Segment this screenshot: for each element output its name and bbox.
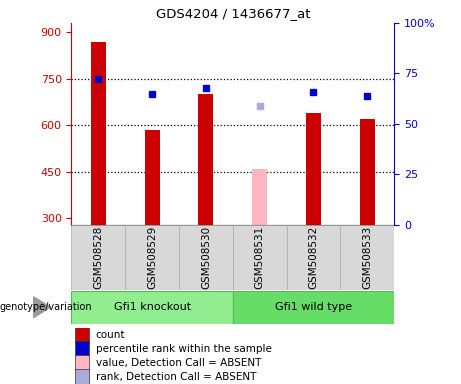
Bar <box>91 41 106 225</box>
Bar <box>75 341 89 356</box>
Text: Gfi1 knockout: Gfi1 knockout <box>113 302 191 312</box>
Bar <box>75 355 89 370</box>
Text: value, Detection Call = ABSENT: value, Detection Call = ABSENT <box>96 358 261 368</box>
Bar <box>179 225 233 290</box>
Text: GSM508532: GSM508532 <box>308 226 319 289</box>
Text: GSM508529: GSM508529 <box>147 226 157 289</box>
Bar <box>340 225 394 290</box>
Bar <box>125 225 179 290</box>
Bar <box>145 130 160 225</box>
Text: count: count <box>96 330 125 340</box>
Bar <box>233 225 287 290</box>
Text: GSM508530: GSM508530 <box>201 226 211 289</box>
Bar <box>198 94 213 225</box>
Polygon shape <box>34 297 50 318</box>
Bar <box>75 328 89 342</box>
Bar <box>75 369 89 384</box>
Text: genotype/variation: genotype/variation <box>0 302 93 312</box>
Text: Gfi1 wild type: Gfi1 wild type <box>275 302 352 312</box>
Text: GSM508528: GSM508528 <box>93 226 103 289</box>
Bar <box>71 291 233 324</box>
Bar <box>360 119 375 225</box>
Bar <box>287 225 340 290</box>
Bar <box>71 225 125 290</box>
Text: rank, Detection Call = ABSENT: rank, Detection Call = ABSENT <box>96 372 256 382</box>
Bar <box>233 291 394 324</box>
Text: percentile rank within the sample: percentile rank within the sample <box>96 344 272 354</box>
Text: GSM508531: GSM508531 <box>254 226 265 289</box>
Bar <box>306 113 321 225</box>
Text: GSM508533: GSM508533 <box>362 226 372 289</box>
Title: GDS4204 / 1436677_at: GDS4204 / 1436677_at <box>155 7 310 20</box>
Bar <box>252 169 267 225</box>
